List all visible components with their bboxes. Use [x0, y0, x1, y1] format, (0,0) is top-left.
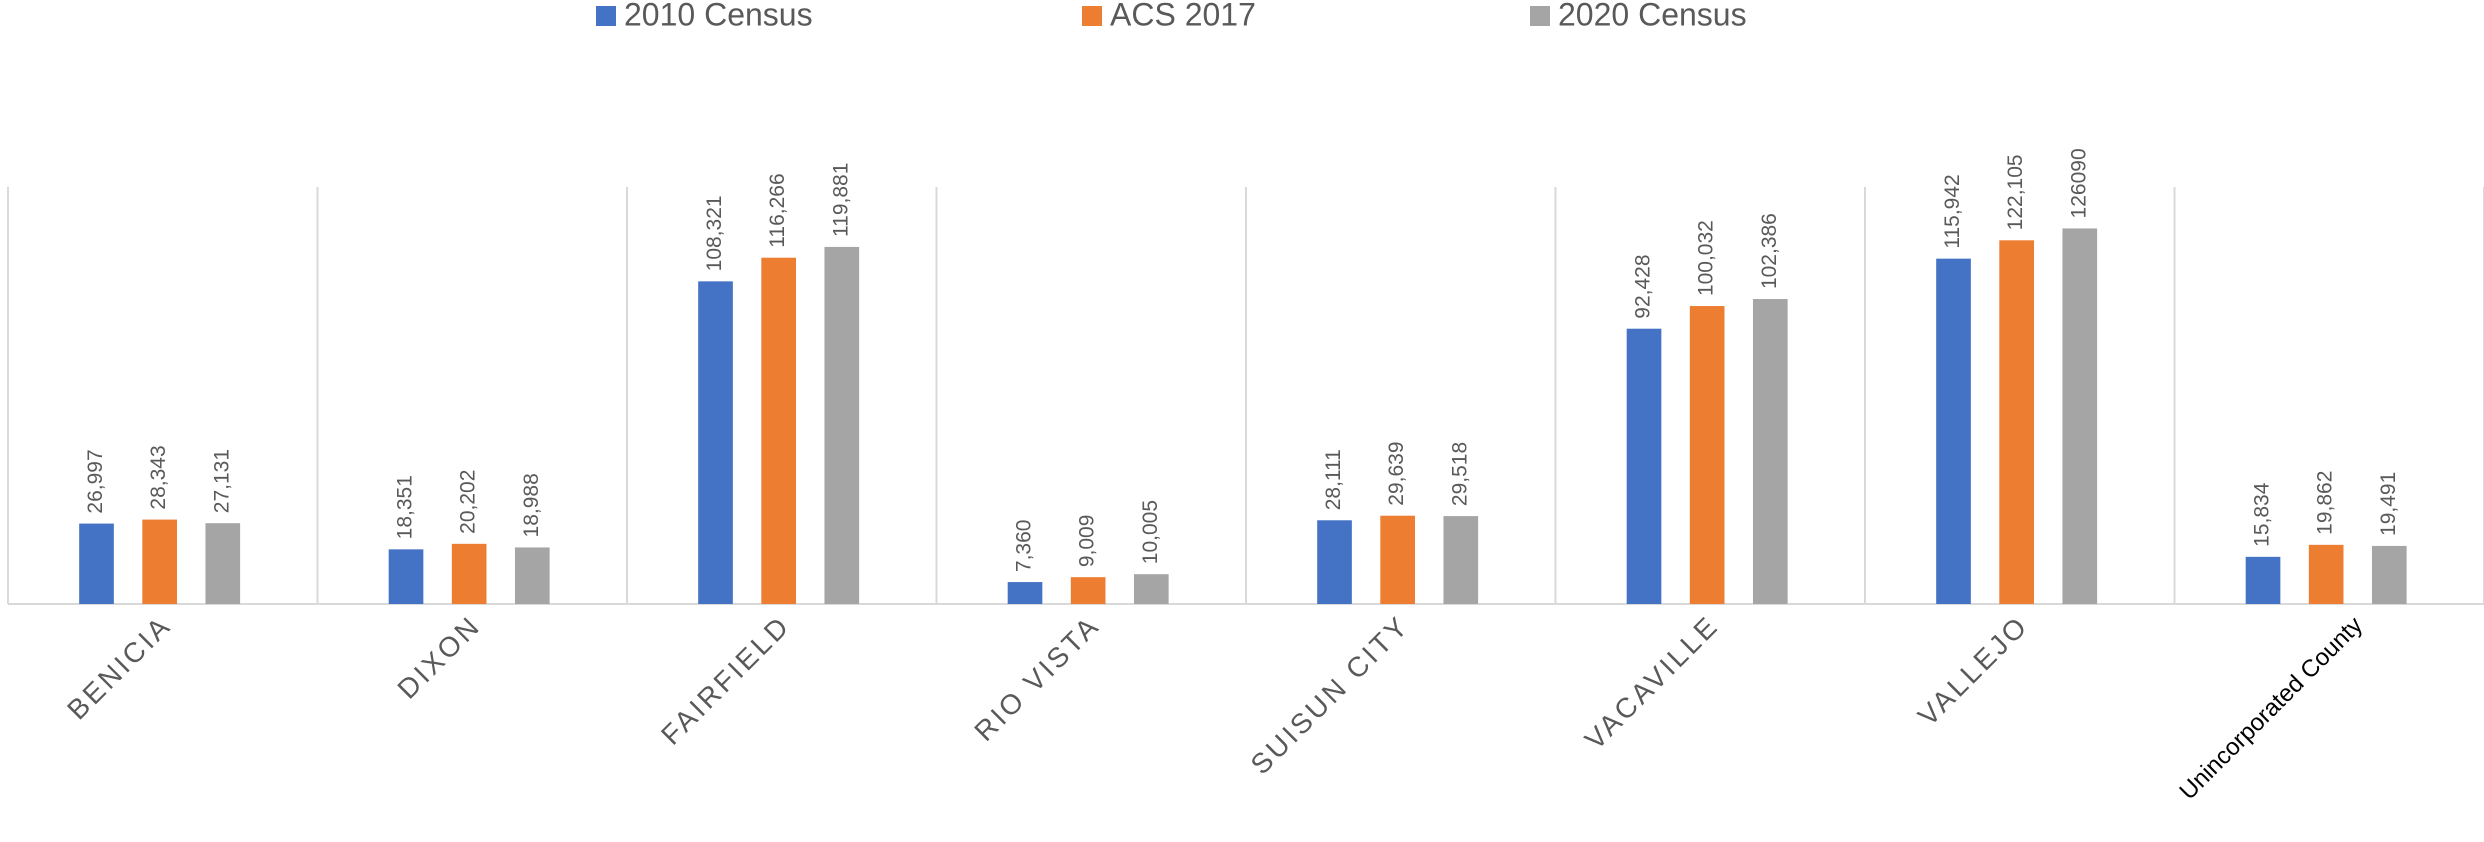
data-label: 29,518	[1448, 442, 1471, 506]
data-label: 28,111	[1322, 449, 1345, 510]
bar	[1936, 258, 1971, 604]
data-label: 102,386	[1758, 213, 1781, 289]
bar	[698, 281, 733, 604]
data-label: 20,202	[457, 470, 480, 534]
legend-swatch	[1082, 6, 1102, 26]
bar	[1999, 240, 2034, 605]
legend-label: 2010 Census	[624, 0, 813, 32]
x-tick-label: Unincorporated County	[2174, 612, 2368, 806]
legend-swatch	[1530, 6, 1550, 26]
data-label: 18,351	[394, 475, 417, 539]
data-label: 122,105	[2004, 154, 2027, 230]
data-label: 28,343	[147, 445, 170, 509]
bar	[1443, 516, 1479, 604]
bar	[1626, 328, 1662, 604]
data-label: 9,009	[1076, 515, 1099, 568]
data-label: 115,942	[1941, 174, 1964, 248]
data-label: 108,321	[703, 195, 726, 271]
data-label: 119,881	[829, 163, 852, 237]
data-label: 116,266	[766, 173, 789, 247]
bar	[2062, 228, 2098, 604]
bar	[1689, 306, 1725, 604]
bar	[451, 543, 487, 604]
data-label: 29,639	[1385, 441, 1408, 505]
x-tick-label: FAIRFIELD	[655, 610, 796, 751]
data-label: 100,032	[1695, 220, 1718, 296]
data-label: 19,862	[2314, 471, 2337, 535]
x-tick-label: RIO VISTA	[968, 610, 1105, 747]
x-tick-label: SUISUN CITY	[1245, 610, 1416, 781]
x-tick-label: DIXON	[391, 610, 486, 705]
data-label: 126090	[2067, 148, 2090, 218]
bar	[205, 523, 241, 604]
bar	[1752, 299, 1788, 604]
data-label: 27,131	[210, 449, 233, 513]
legend-swatch	[596, 6, 616, 26]
data-label: 92,428	[1632, 254, 1655, 318]
bar	[388, 549, 424, 604]
bar	[1007, 582, 1043, 604]
legend-label: ACS 2017	[1110, 0, 1256, 32]
bar	[1317, 520, 1352, 604]
bar	[761, 257, 796, 604]
bar	[1133, 574, 1169, 604]
bar	[2308, 544, 2344, 604]
data-label: 18,988	[520, 473, 543, 537]
bar	[142, 519, 177, 604]
data-label: 7,360	[1013, 520, 1036, 573]
bar	[79, 523, 114, 604]
x-tick-label: VALLEJO	[1912, 610, 2034, 732]
bar	[2245, 556, 2281, 604]
bar	[514, 547, 550, 604]
bar	[824, 246, 860, 604]
data-label: 15,834	[2251, 482, 2274, 547]
bar	[1070, 577, 1106, 604]
data-label: 26,997	[84, 449, 107, 513]
data-label: 10,005	[1139, 500, 1162, 564]
legend-label: 2020 Census	[1558, 0, 1747, 32]
bar	[1380, 515, 1415, 604]
x-tick-label: BENICIA	[61, 610, 177, 726]
x-tick-label: VACAVILLE	[1579, 610, 1725, 756]
data-label: 19,491	[2377, 472, 2400, 536]
bar	[2371, 545, 2407, 604]
